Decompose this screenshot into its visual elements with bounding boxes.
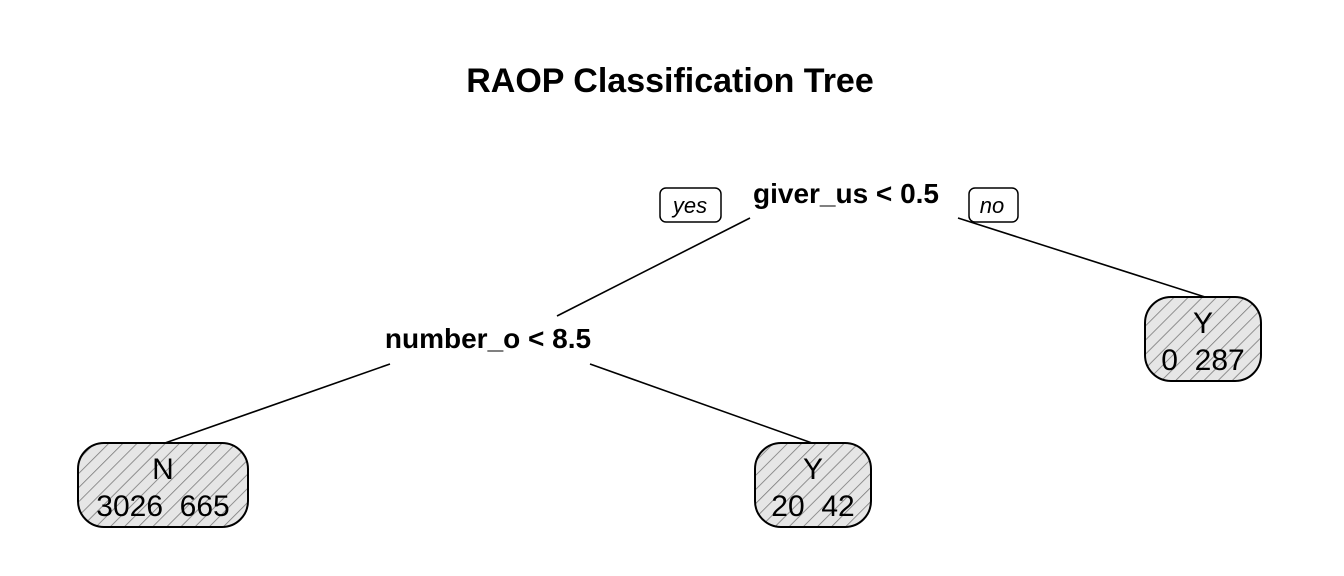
no-label-text: no — [980, 193, 1004, 218]
leaf-right-counts: 0 287 — [1161, 344, 1244, 377]
edge-root-to-inner — [556, 217, 751, 317]
leaf-middle-class: Y — [803, 453, 823, 486]
edge-inner-to-middle-leaf — [589, 363, 813, 444]
no-branch-label: no — [968, 187, 1019, 223]
yes-branch-label: yes — [659, 187, 722, 223]
leaf-left-counts: 3026 665 — [96, 490, 229, 523]
yes-label-text: yes — [671, 193, 707, 218]
root-split-label: giver_us < 0.5 — [753, 178, 939, 209]
leaf-left-class: N — [152, 453, 174, 486]
edge-root-to-right-leaf — [957, 217, 1206, 298]
leaf-node-middle: Y 20 42 — [754, 442, 872, 528]
leaf-node-right: Y 0 287 — [1144, 296, 1262, 382]
diagram-title: RAOP Classification Tree — [466, 62, 874, 100]
inner-split-label: number_o < 8.5 — [385, 323, 591, 354]
leaf-middle-counts: 20 42 — [771, 490, 854, 523]
leaf-node-left: N 3026 665 — [77, 442, 249, 528]
edge-inner-to-left-leaf — [164, 363, 391, 444]
leaf-right-class: Y — [1193, 307, 1213, 340]
